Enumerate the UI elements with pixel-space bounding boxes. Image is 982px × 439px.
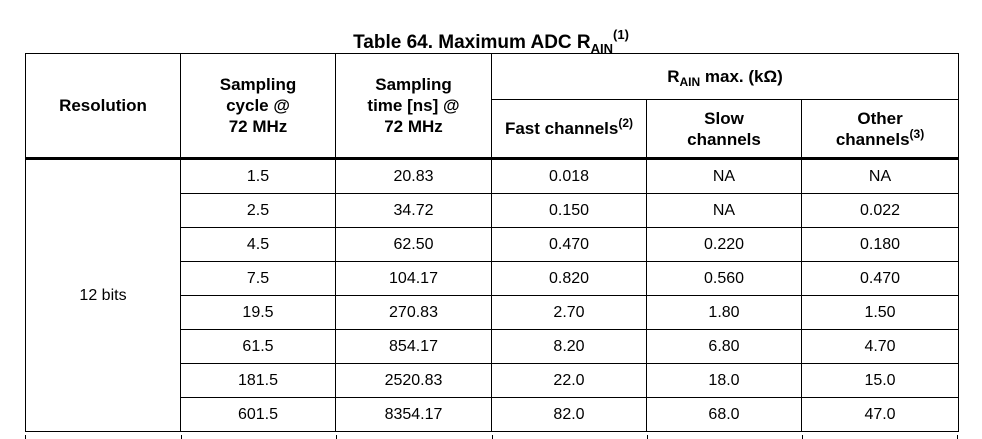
cycle-cell: 61.5: [180, 329, 336, 364]
fast-cell: 22.0: [491, 363, 647, 398]
caption-footnote-ref: (1): [613, 27, 629, 42]
cycle-cell: 601.5: [180, 397, 336, 432]
fast-cell: 2.70: [491, 295, 647, 330]
table-row: 19.5 270.83 2.70 1.80 1.50: [26, 295, 960, 330]
cycle-cell: 2.5: [180, 193, 336, 228]
resolution-cell: 12 bits: [25, 158, 181, 432]
other-cell: 0.470: [800, 261, 960, 296]
cycle-cell: 19.5: [180, 295, 336, 330]
time-cell: 34.72: [335, 193, 492, 228]
slow-cell: NA: [646, 158, 802, 194]
header-slow-channels: Slow channels: [646, 99, 802, 160]
header-fast-channels: Fast channels(2): [491, 99, 647, 160]
time-cell: 20.83: [335, 158, 492, 194]
fast-cell: 82.0: [491, 397, 647, 432]
fast-cell: 8.20: [491, 329, 647, 364]
other-cell: 4.70: [800, 329, 960, 364]
caption-text: Table 64. Maximum ADC R: [353, 32, 591, 53]
cycle-cell: 7.5: [180, 261, 336, 296]
fast-cell: 0.470: [491, 227, 647, 262]
other-cell: 47.0: [800, 397, 960, 432]
time-cell: 104.17: [335, 261, 492, 296]
slow-cell: NA: [646, 193, 802, 228]
table-row: 181.5 2520.83 22.0 18.0 15.0: [26, 363, 960, 398]
header-rain-max: RAIN max. (kΩ): [490, 53, 960, 100]
slow-cell: 18.0: [646, 363, 802, 398]
time-cell: 854.17: [335, 329, 492, 364]
adc-rain-table: Resolution Sampling cycle @ 72 MHz Sampl…: [25, 53, 960, 432]
slow-cell: 0.560: [646, 261, 802, 296]
slow-cell: 1.80: [646, 295, 802, 330]
table-continuation: [25, 435, 958, 439]
fast-cell: 0.150: [491, 193, 647, 228]
table-row: 4.5 62.50 0.470 0.220 0.180: [26, 227, 960, 262]
caption-subscript: AIN: [590, 41, 614, 56]
slow-cell: 68.0: [646, 397, 802, 432]
other-cell: 15.0: [800, 363, 960, 398]
time-cell: 8354.17: [335, 397, 492, 432]
header-other-channels: Other channels(3): [800, 99, 960, 160]
header-sampling-time: Sampling time [ns] @ 72 MHz: [335, 53, 492, 160]
slow-cell: 0.220: [646, 227, 802, 262]
table-row: 2.5 34.72 0.150 NA 0.022: [26, 193, 960, 228]
cycle-cell: 181.5: [180, 363, 336, 398]
other-cell: 1.50: [800, 295, 960, 330]
cycle-cell: 1.5: [180, 158, 336, 194]
header-resolution: Resolution: [25, 53, 181, 160]
time-cell: 62.50: [335, 227, 492, 262]
header-sampling-cycle: Sampling cycle @ 72 MHz: [180, 53, 336, 160]
table-row: 7.5 104.17 0.820 0.560 0.470: [26, 261, 960, 296]
time-cell: 270.83: [335, 295, 492, 330]
cycle-cell: 4.5: [180, 227, 336, 262]
slow-cell: 6.80: [646, 329, 802, 364]
table-row: 601.5 8354.17 82.0 68.0 47.0: [26, 397, 960, 432]
other-cell: 0.022: [800, 193, 960, 228]
fast-cell: 0.820: [491, 261, 647, 296]
table-caption: Table 64. Maximum ADC RAIN(1): [0, 22, 982, 62]
table-row: 12 bits 1.5 20.83 0.018 NA NA: [25, 158, 960, 432]
time-cell: 2520.83: [335, 363, 492, 398]
other-cell: NA: [800, 158, 960, 194]
other-cell: 0.180: [800, 227, 960, 262]
fast-cell: 0.018: [491, 158, 647, 194]
